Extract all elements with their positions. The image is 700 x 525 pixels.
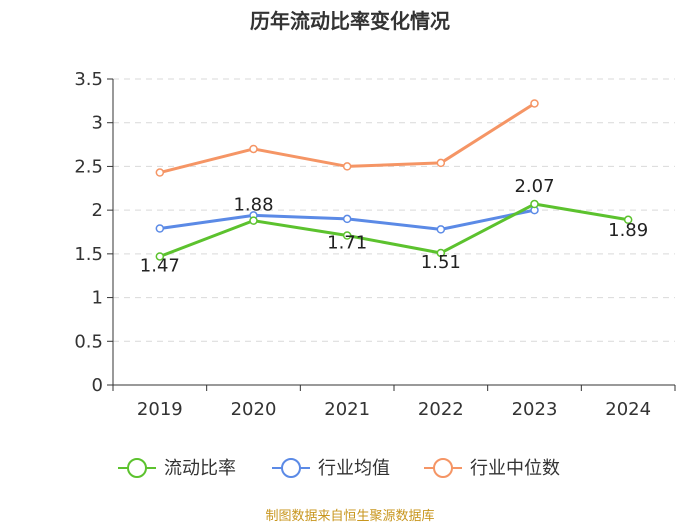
- y-tick-label: 0.5: [74, 331, 103, 352]
- legend-label: 行业中位数: [470, 458, 560, 479]
- legend-marker: [127, 458, 147, 478]
- y-tick-label: 3.5: [74, 69, 103, 90]
- data-point: [155, 252, 165, 261]
- data-label: 1.47: [140, 255, 180, 276]
- legend-label: 行业均值: [318, 458, 390, 479]
- x-tick-label: 2019: [137, 399, 183, 420]
- data-point: [249, 144, 258, 154]
- x-tick-label: 2022: [418, 399, 464, 420]
- grid: [113, 78, 675, 342]
- data-point: [623, 215, 633, 225]
- x-tick-label: 2024: [605, 399, 651, 420]
- data-point: [342, 214, 352, 224]
- y-tick-label: 0: [92, 375, 103, 396]
- legend-marker: [281, 458, 301, 478]
- x-tick-label: 2020: [231, 399, 277, 420]
- source-note: 制图数据来自恒生聚源数据库: [265, 508, 434, 524]
- data-point: [436, 248, 446, 258]
- data-point: [436, 158, 446, 168]
- y-tick-label: 3: [92, 113, 103, 134]
- data-point: [155, 224, 165, 233]
- data-point: [436, 225, 446, 234]
- x-tick-label: 2021: [324, 399, 370, 420]
- y-tick-label: 1: [92, 288, 103, 309]
- data-point: [155, 168, 165, 177]
- data-point: [530, 99, 539, 108]
- data-label: 1.51: [421, 252, 461, 273]
- data-label: 1.88: [233, 195, 273, 216]
- data-label: 1.71: [327, 232, 367, 253]
- axes: 0 0.5 1 1.5 2 2.5 3 3.5 2019 2020 2021 2022 2023 2024: [74, 69, 676, 420]
- data-label: 1.89: [608, 220, 648, 241]
- legend-marker: [433, 458, 453, 478]
- chart-title: 历年流动比率变化情况: [250, 9, 450, 33]
- legend-label: 流动比率: [164, 458, 236, 479]
- series-layer: [155, 99, 633, 261]
- data-point: [342, 231, 352, 240]
- data-label: 2.07: [514, 176, 554, 197]
- x-tick-label: 2023: [512, 399, 558, 420]
- y-tick-label: 2: [92, 200, 103, 221]
- data-labels: 1.47 1.88 1.71 1.51 2.07 1.89: [140, 176, 648, 276]
- data-point: [342, 162, 352, 171]
- y-tick-label: 1.5: [74, 244, 103, 265]
- data-point: [249, 216, 258, 225]
- series-line: [159, 202, 629, 258]
- legend: 流动比率 行业均值 行业中位数: [118, 458, 560, 479]
- y-tick-label: 2.5: [74, 156, 103, 177]
- data-point: [530, 199, 539, 209]
